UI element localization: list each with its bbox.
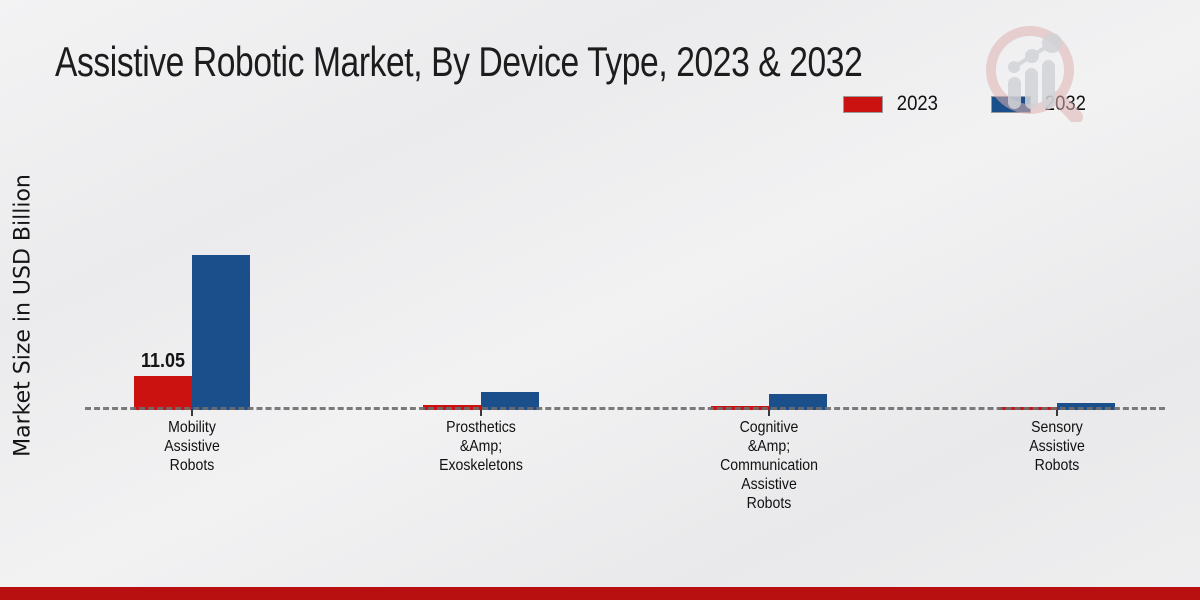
x-axis-tick [480,410,482,416]
legend-item-2023: 2023 [843,92,941,116]
bar-2032-category-2 [769,394,827,410]
legend-swatch-icon [843,95,883,113]
bar-chart-magnifier-logo-icon [986,26,1083,122]
bar-2032-category-3 [1057,403,1115,410]
legend-label: 2023 [896,92,938,115]
chart-title: Assistive Robotic Market, By Device Type… [55,38,863,85]
footer-band [0,587,1200,600]
category-label-2: Cognitive &Amp; Communication Assistive Robo… [720,419,818,512]
category-label-3: Sensory Assistive Robots [1029,419,1085,474]
bar-2032-category-1 [481,392,539,410]
category-label-1: Prosthetics &Amp; Exoskeletons [439,419,523,474]
bar-2023-category-0 [134,376,192,410]
baseline-dashed-axis [85,407,1165,410]
x-axis-tick [191,410,193,416]
x-axis-tick [768,410,770,416]
bar-value-label-2023: 11.05 [140,350,186,372]
category-label-0: Mobility Assistive Robots [164,419,220,474]
bar-2032-category-0 [192,255,250,410]
x-axis-tick [1056,410,1058,416]
